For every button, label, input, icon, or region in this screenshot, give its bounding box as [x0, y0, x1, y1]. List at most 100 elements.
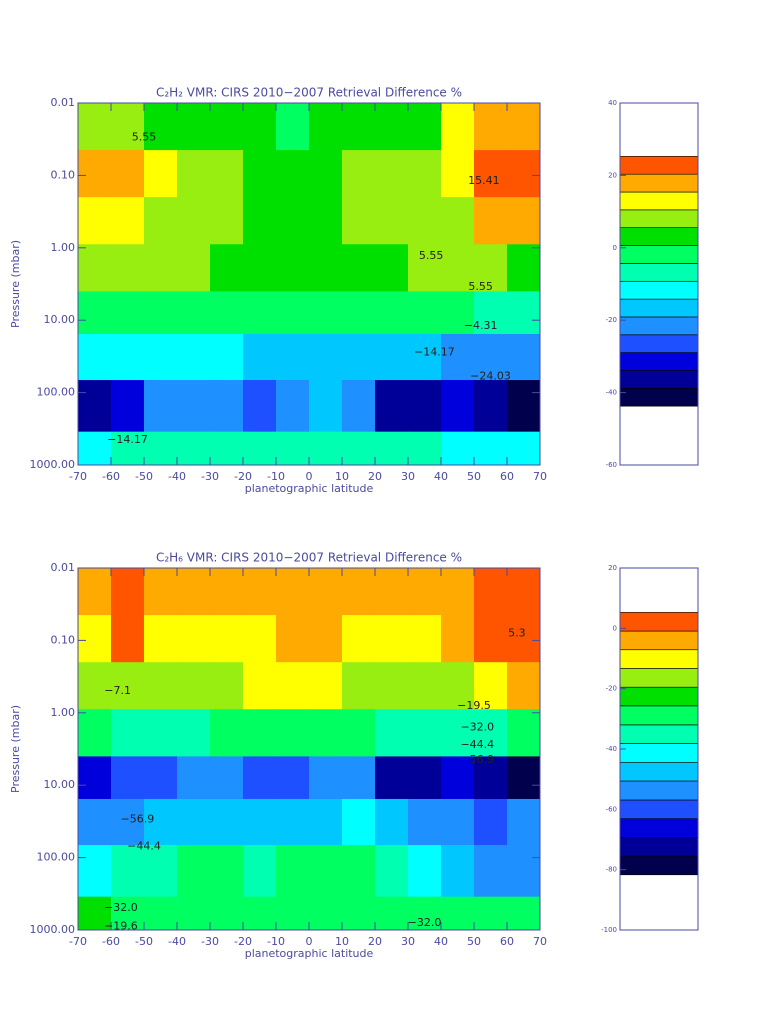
- contour-cell: [177, 709, 211, 757]
- contour-cell: [441, 103, 475, 151]
- x-tick-label: -60: [102, 470, 120, 483]
- contour-cell: [441, 662, 475, 710]
- contour-cell: [243, 150, 277, 198]
- contour-cell: [507, 709, 541, 757]
- contour-cell: [408, 150, 442, 198]
- contour-cell: [144, 431, 178, 466]
- contour-label: 5.55: [419, 249, 444, 262]
- contour-cell: [309, 380, 343, 433]
- contour-cell: [309, 103, 343, 151]
- contour-label: −32.0: [460, 721, 494, 734]
- contour-cell: [276, 103, 310, 151]
- contour-cell: [342, 150, 376, 198]
- contour-cell: [507, 291, 541, 335]
- contour-cell: [210, 896, 244, 931]
- contour-cell: [111, 845, 145, 898]
- contour-label: −19.6: [104, 920, 138, 933]
- colorbar-band: [619, 370, 699, 389]
- contour-cell: [111, 798, 145, 846]
- colorbar-band: [619, 818, 699, 838]
- contour-cell: [177, 380, 211, 433]
- contour-cell: [177, 568, 211, 616]
- y-tick-label: 100.00: [37, 851, 76, 864]
- contour-label: −44.4: [460, 738, 494, 751]
- x-tick-label: 0: [306, 470, 313, 483]
- contour-cell: [210, 709, 244, 757]
- x-tick-label: 0: [306, 935, 313, 948]
- colorbar-band: [619, 227, 699, 246]
- colorbar-band: [619, 280, 699, 300]
- contour-cell: [342, 291, 376, 335]
- y-tick-label: 0.01: [51, 561, 76, 574]
- contour-cell: [111, 615, 145, 663]
- contour-cell: [309, 291, 343, 335]
- contour-cell: [309, 845, 343, 898]
- contour-label: 5.55: [132, 131, 157, 144]
- colorbar-band: [619, 649, 699, 669]
- colorbar-band: [619, 705, 699, 726]
- contour-cell: [507, 798, 541, 846]
- contour-cell: [78, 662, 112, 710]
- contour-cell: [111, 568, 145, 616]
- contour-cell: [507, 333, 541, 381]
- contour-cell: [309, 615, 343, 663]
- chart-title: C₂H₂ VMR: CIRS 2010−2007 Retrieval Diffe…: [156, 86, 462, 100]
- contour-cell: [243, 333, 277, 381]
- contour-cell: [408, 568, 442, 616]
- colorbar-band: [619, 156, 699, 175]
- contour-cell: [78, 291, 112, 335]
- x-tick-label: -20: [234, 935, 252, 948]
- contour-cell: [276, 291, 310, 335]
- contour-cell: [210, 150, 244, 198]
- colorbar-tick-label: 20: [608, 171, 617, 179]
- x-tick-label: 30: [401, 470, 415, 483]
- contour-cell: [408, 333, 442, 381]
- contour-cell: [342, 756, 376, 800]
- contour-cell: [111, 709, 145, 757]
- contour-cell: [276, 896, 310, 931]
- contour-cell: [408, 244, 442, 292]
- contour-cell: [441, 244, 475, 292]
- contour-cell: [78, 709, 112, 757]
- contour-cell: [243, 756, 277, 800]
- colorbar-band: [619, 612, 699, 632]
- x-axis-label: planetographic latitude: [245, 947, 374, 960]
- contour-cell: [309, 568, 343, 616]
- colorbar-band: [619, 173, 699, 193]
- contour-cell: [441, 896, 475, 931]
- contour-cell: [375, 615, 409, 663]
- x-tick-label: -50: [135, 935, 153, 948]
- contour-cell: [111, 291, 145, 335]
- colorbar-band: [619, 780, 699, 801]
- x-tick-label: -70: [69, 470, 87, 483]
- contour-label: 5.55: [468, 280, 493, 293]
- contour-cell: [507, 756, 541, 800]
- contour-cell: [111, 244, 145, 292]
- contour-cell: [474, 615, 508, 663]
- x-tick-label: -50: [135, 470, 153, 483]
- contour-cell: [78, 380, 112, 433]
- contour-cell: [408, 756, 442, 800]
- contour-cell: [111, 756, 145, 800]
- contour-cell: [243, 896, 277, 931]
- contour-cell: [507, 845, 541, 898]
- contour-cell: [507, 431, 541, 466]
- contour-cell: [78, 798, 112, 846]
- contour-cell: [177, 615, 211, 663]
- contour-cell: [210, 662, 244, 710]
- contour-cell: [474, 103, 508, 151]
- contour-cell: [243, 662, 277, 710]
- colorbar-band: [619, 761, 699, 782]
- colorbar-band: [619, 209, 699, 229]
- contour-cell: [342, 568, 376, 616]
- contour-cell: [210, 798, 244, 846]
- contour-cell: [441, 756, 475, 800]
- x-tick-label: -40: [168, 935, 186, 948]
- contour-cell: [507, 615, 541, 663]
- contour-cell: [276, 197, 310, 245]
- contour-label: −24.03: [470, 370, 511, 383]
- colorbar-band: [619, 686, 699, 707]
- contour-cell: [78, 896, 112, 931]
- colorbar-band: [619, 316, 699, 336]
